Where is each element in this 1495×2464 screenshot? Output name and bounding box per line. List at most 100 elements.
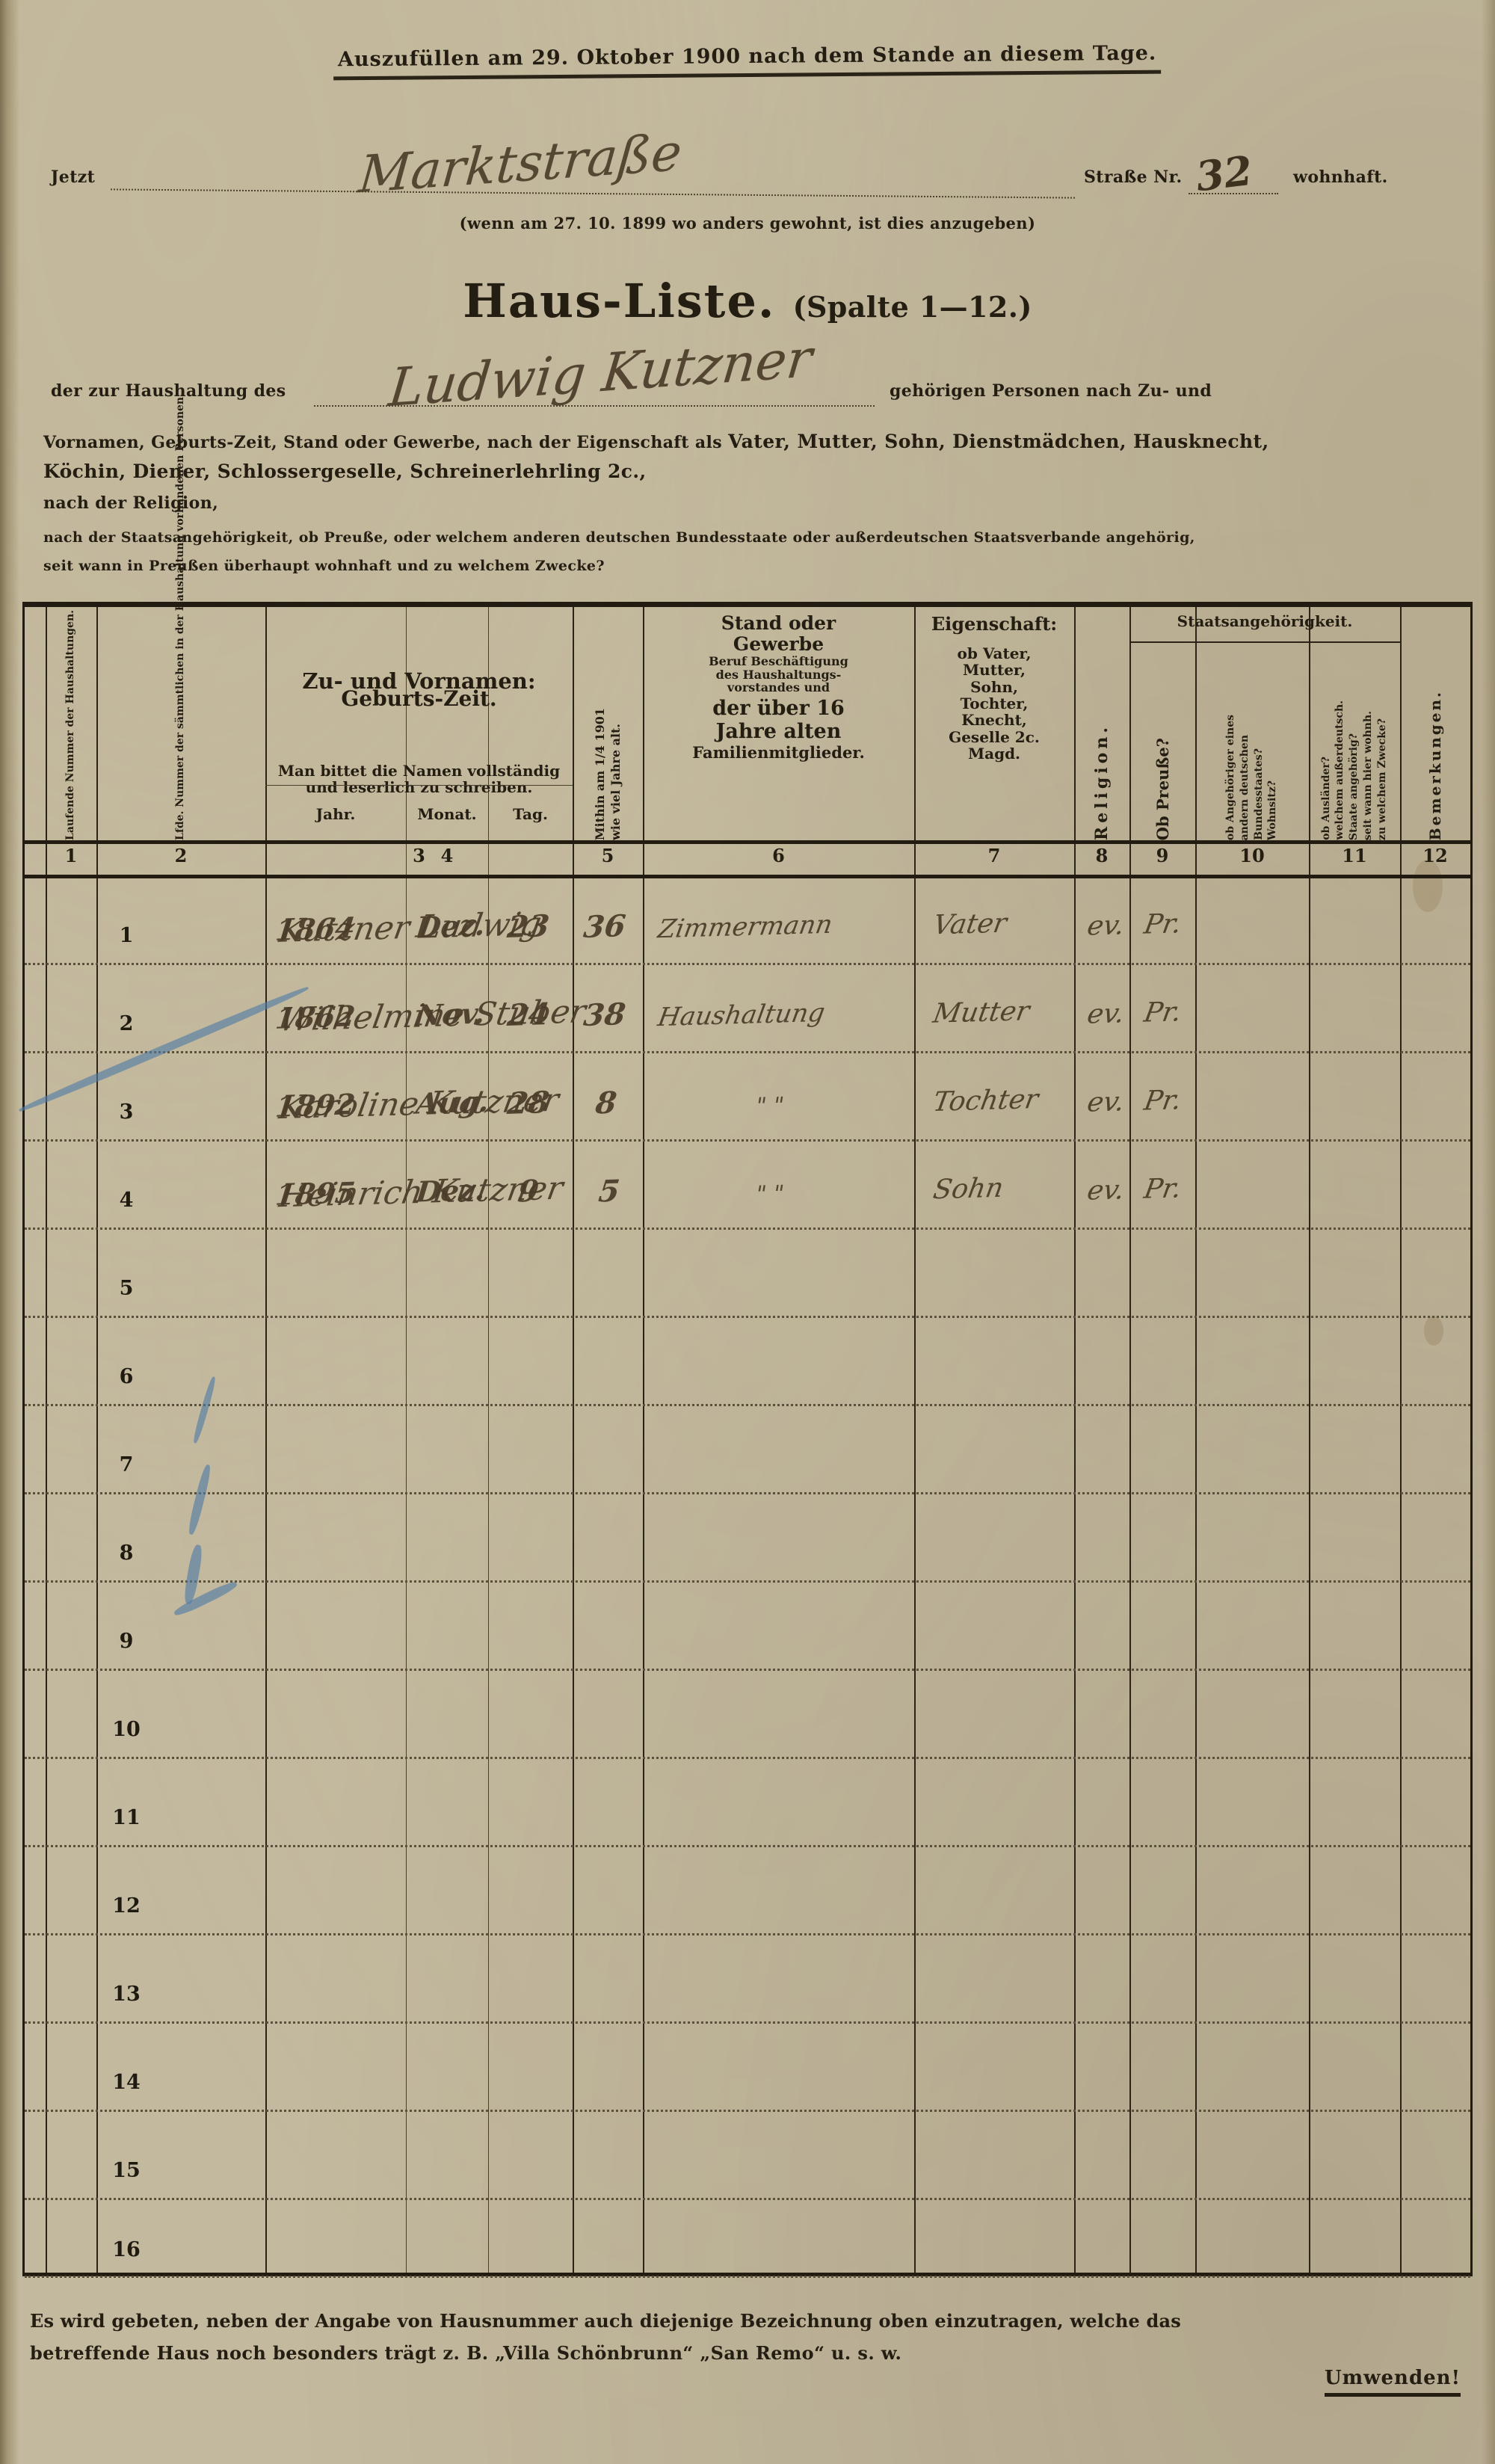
col-divider-10: [1195, 607, 1197, 2273]
address-street-no-value: 32: [1193, 146, 1255, 201]
entry-birthyear-2: 1862: [274, 999, 357, 1035]
address-street-no-label: Straße Nr.: [1084, 167, 1183, 187]
page-right-edge-shadow: [1482, 0, 1495, 2464]
rownum-14: 14: [112, 2071, 141, 2094]
header-col-6-l8: Familienmitglieder.: [692, 742, 865, 762]
instruction-line-1-bold: Vater, Mutter, Sohn, Dienstmädchen, Haus…: [728, 431, 1269, 452]
address-no-write-line: [1189, 193, 1278, 194]
header-col-8: Religion.: [1092, 723, 1112, 840]
row-sep-9: [25, 1669, 1470, 1671]
rownum-12: 12: [112, 1894, 141, 1918]
header-group-nationality: Staatsangehörigkeit.: [1177, 612, 1353, 630]
entry-birthmonth-2: Nov.: [414, 996, 487, 1032]
entry-birthyear-3: 1892: [274, 1087, 357, 1124]
colnum-3: 3: [413, 845, 425, 866]
entry-birthyear-1: 1864: [274, 911, 357, 947]
entry-prussian-4: Pr.: [1141, 1173, 1184, 1205]
fill-date-notice: Auszufüllen am 29. Oktober 1900 nach dem…: [0, 41, 1495, 81]
entry-relation-2: Mutter: [931, 996, 1032, 1029]
entry-birthday-4: 9: [516, 1173, 541, 1210]
header-col-7-l2: Mutter,: [963, 661, 1026, 680]
entry-religion-3: ev.: [1085, 1086, 1127, 1118]
header-col-9: Ob Preuße?: [1153, 737, 1172, 840]
page-title-columns-range: (Spalte 1—12.): [792, 290, 1032, 324]
colnum-9: 9: [1156, 845, 1169, 866]
header-col-3: Zu- und Vornamen: Man bittet die Namen v…: [265, 607, 573, 840]
entry-relation-3: Tochter: [931, 1084, 1041, 1118]
entry-birthyear-4: 1895: [274, 1175, 357, 1212]
header-col-6-l2: Gewerbe: [733, 633, 824, 655]
rownum-10: 10: [112, 1718, 141, 1741]
entry-religion-4: ev.: [1085, 1174, 1127, 1207]
header-col-6-l7: Jahre alten: [715, 719, 842, 743]
entry-birthmonth-3: Aug.: [414, 1084, 491, 1121]
header-col-11: ob Ausländer? welchem außerdeutsch. Staa…: [1319, 700, 1388, 840]
entry-religion-2: ev.: [1085, 998, 1127, 1030]
entry-prussian-2: Pr.: [1141, 997, 1184, 1029]
instruction-line-4: nach der Staatsangehörigkeit, ob Preuße,…: [43, 529, 1195, 546]
colnum-6: 6: [772, 845, 785, 866]
household-suffix-label: gehörigen Personen nach Zu- und: [890, 381, 1212, 401]
rownum-11: 11: [112, 1806, 141, 1829]
footer-line-1: Es wird gebeten, neben der Angabe von Ha…: [30, 2310, 1181, 2332]
rownum-16: 16: [112, 2238, 141, 2261]
entry-prussian-1: Pr.: [1141, 908, 1184, 940]
birthtime-sub-rule: [265, 785, 573, 786]
entry-occupation-3: " ": [753, 1092, 786, 1120]
col-divider-5: [573, 607, 574, 2273]
header-col-7-l6: Geselle 2c.: [949, 727, 1040, 746]
instruction-line-2: Köchin, Diener, Schlossergeselle, Schrei…: [43, 462, 1464, 481]
col-divider-9: [1129, 607, 1131, 2273]
header-col-6-l1: Stand oder: [721, 612, 836, 634]
rownum-3: 3: [119, 1100, 134, 1124]
footer-note: Es wird gebeten, neben der Angabe von Ha…: [30, 2310, 1473, 2397]
rownum-13: 13: [112, 1983, 141, 2006]
header-col-7-title: Eigenschaft:: [931, 613, 1058, 635]
entry-occupation-1: Zimmermann: [656, 909, 835, 945]
row-sep-12: [25, 1933, 1470, 1935]
instruction-line-2-bold: Köchin, Diener, Schlossergeselle, Schrei…: [43, 461, 647, 482]
entry-prussian-3: Pr.: [1141, 1085, 1184, 1117]
entry-birthmonth-4: Dez.: [414, 1172, 487, 1209]
census-table: Staatsangehörigkeit. Laufende Nummer der…: [17, 393, 1473, 2278]
entry-birthday-3: 28: [505, 1085, 552, 1121]
col-divider-7: [914, 607, 916, 2273]
header-col-4-birthtime-title: Geburts-Zeit.: [341, 686, 497, 711]
entry-age-1: 36: [582, 908, 628, 945]
header-col-4-month: Monat.: [417, 805, 477, 823]
address-write-line: [111, 188, 1075, 199]
page-left-edge-shadow: [0, 0, 19, 2464]
header-col-7-l3: Sohn,: [970, 677, 1018, 696]
header-col-6-l6: der über 16: [712, 696, 845, 720]
instruction-line-1: Vornamen, Geburts-Zeit, Stand oder Gewer…: [43, 432, 1464, 451]
header-col-4-day: Tag.: [513, 805, 548, 823]
fill-date-notice-text: Auszufüllen am 29. Oktober 1900 nach dem…: [333, 41, 1162, 81]
header-col-6-l3: Beruf Beschäftigung: [709, 654, 848, 668]
rownum-6: 6: [119, 1365, 134, 1388]
row-sep-13: [25, 2021, 1470, 2024]
row-sep-2: [25, 1051, 1470, 1053]
colnum-1: 1: [64, 845, 78, 866]
entry-birthmonth-1: Dez.: [414, 908, 487, 944]
col-divider-11: [1309, 607, 1310, 2273]
pencil-tick-2: [186, 1463, 213, 1536]
col-divider-12: [1400, 607, 1402, 2273]
address-prefix-label: Jetzt: [51, 167, 96, 187]
rownum-9: 9: [119, 1630, 134, 1653]
colnum-11: 11: [1342, 845, 1367, 866]
col-divider-1: [46, 607, 47, 2273]
col-divider-4a: [406, 607, 407, 2273]
header-col-6-l5: vorstandes und: [727, 680, 830, 695]
row-sep-11: [25, 1845, 1470, 1847]
colnum-7: 7: [987, 845, 1001, 866]
entry-birthday-2: 24: [505, 997, 552, 1033]
instruction-line-3: nach der Religion,: [43, 493, 219, 513]
col-divider-2: [96, 607, 98, 2273]
address-suffix-label: wohnhaft.: [1293, 167, 1388, 187]
rownum-2: 2: [119, 1012, 134, 1035]
row-sep-15: [25, 2198, 1470, 2200]
row-sep-3: [25, 1139, 1470, 1142]
header-col-12: Bemerkungen.: [1426, 689, 1444, 840]
header-col-6-l4: des Haushaltungs-: [715, 667, 842, 682]
row-sep-7: [25, 1492, 1470, 1494]
